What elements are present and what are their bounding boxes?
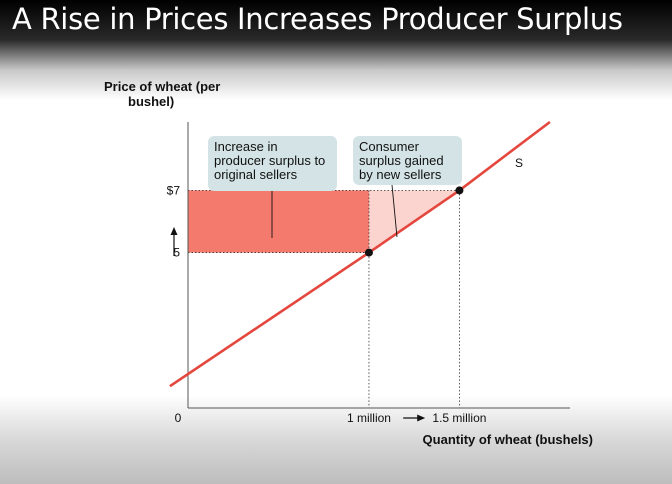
- new-sellers-annotation-line-2: surplus gained: [359, 153, 444, 168]
- producer-surplus-increase-region: [188, 190, 369, 253]
- y-tick-label-1: $7: [167, 183, 181, 197]
- y-axis-title-line-2: bushel): [128, 94, 174, 109]
- y-axis-title-line-1: Price of wheat (per: [104, 79, 220, 94]
- equilibrium-point-1: [364, 248, 373, 257]
- x-tick-label-1: 1 million: [347, 411, 391, 425]
- supply-curve: [169, 120, 551, 388]
- producer-surplus-annotation-line-1: Increase in: [214, 139, 278, 154]
- new-sellers-annotation-line-3: by new sellers: [359, 167, 442, 182]
- new-sellers-annotation-box: [353, 136, 462, 185]
- quantity-rise-arrowhead: [417, 414, 426, 422]
- new-sellers-annotation-pointer: [391, 184, 398, 238]
- price-rise-arrowhead: [170, 227, 178, 235]
- origin-label: 0: [175, 411, 182, 425]
- slide-title: A Rise in Prices Increases Producer Surp…: [12, 2, 623, 36]
- new-sellers-annotation-line-1: Consumer: [359, 139, 420, 154]
- producer-surplus-annotation-line-2: producer surplus to: [214, 153, 325, 168]
- x-axis-title: Quantity of wheat (bushels): [423, 432, 593, 447]
- producer-surplus-annotation-box: [208, 136, 337, 191]
- supply-curve-label: S: [515, 156, 523, 170]
- equilibrium-point-2: [455, 186, 464, 195]
- x-tick-label-2: 1.5 million: [432, 411, 486, 425]
- producer-surplus-annotation-line-3: original sellers: [214, 167, 298, 182]
- y-tick-label-2: 5: [173, 246, 180, 260]
